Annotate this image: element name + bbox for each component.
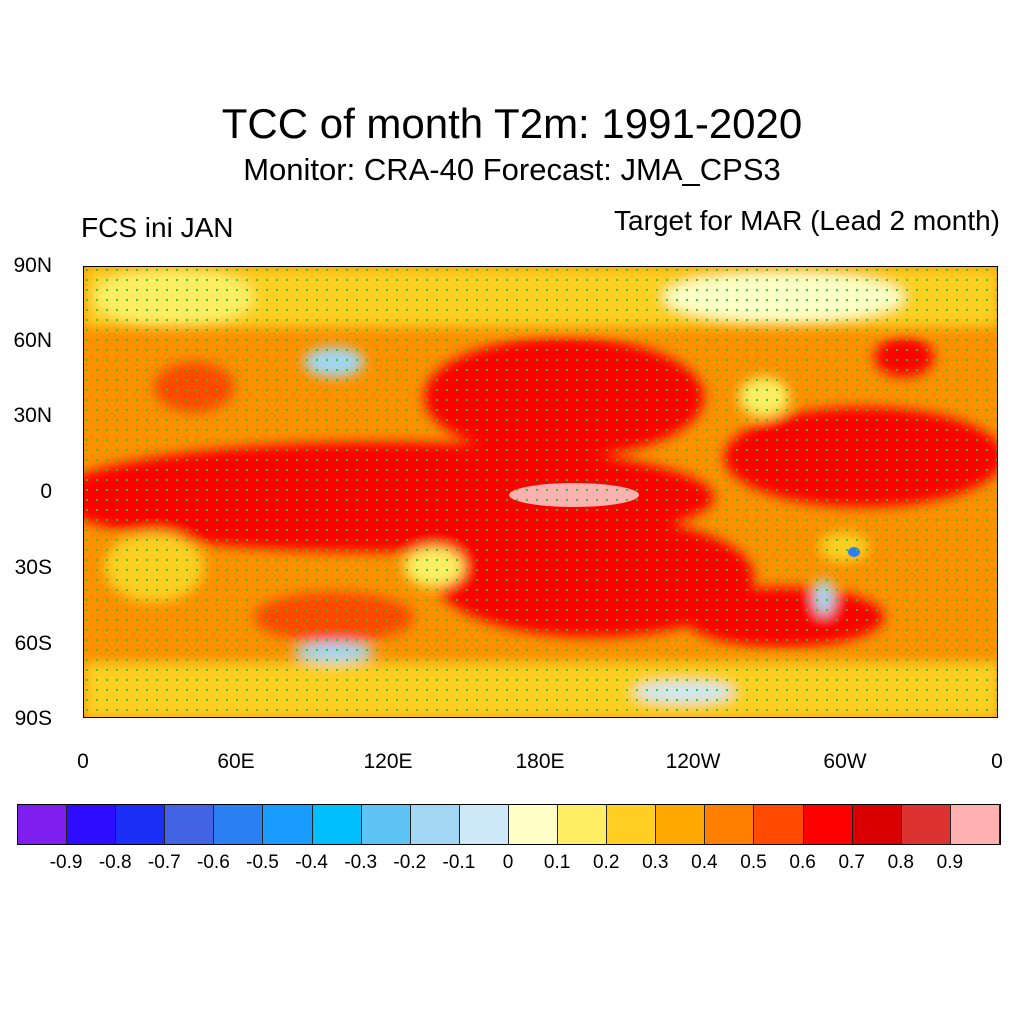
colorbar-label: -0.2 [393, 852, 427, 873]
lat-label: 90N [13, 254, 52, 277]
colorbar-box [950, 805, 1000, 844]
lon-label: 60E [217, 750, 255, 773]
colorbar-box [312, 805, 362, 844]
colorbar-box [459, 805, 509, 844]
colorbar-box [165, 805, 215, 844]
colorbar-box [263, 805, 313, 844]
colorbar [17, 804, 1001, 845]
colorbar-box [558, 805, 608, 844]
colorbar-box [656, 805, 706, 844]
lat-label: 90S [14, 707, 52, 730]
colorbar-box [607, 805, 657, 844]
colorbar-box [803, 805, 853, 844]
lat-label: 60N [13, 329, 52, 352]
colorbar-label: -0.4 [295, 852, 328, 873]
lat-label: 0 [40, 480, 52, 503]
colorbar-label: 0.8 [887, 852, 915, 873]
colorbar-label: 0.9 [936, 852, 964, 873]
colorbar-label: 0 [502, 852, 514, 873]
colorbar-box [901, 805, 951, 844]
colorbar-box [852, 805, 902, 844]
colorbar-label: 0.7 [838, 852, 865, 873]
lon-label: 180E [515, 750, 565, 773]
colorbar-label: -0.7 [147, 852, 181, 873]
map-field [84, 267, 997, 717]
lat-label: 30N [13, 404, 52, 427]
colorbar-label: 0.2 [592, 852, 620, 873]
colorbar-box [116, 805, 166, 844]
lon-label: 120E [363, 750, 413, 773]
colorbar-box [410, 805, 460, 844]
right-string: Target for MAR (Lead 2 month) [614, 205, 1000, 236]
colorbar-box [18, 805, 68, 844]
colorbar-label: 0.5 [740, 852, 767, 873]
plot-subtitle: Monitor: CRA-40 Forecast: JMA_CPS3 [243, 152, 781, 187]
left-string: FCS ini JAN [81, 212, 234, 243]
colorbar-box [705, 805, 755, 844]
lat-label: 60S [14, 632, 52, 655]
colorbar-label: -0.5 [246, 852, 279, 873]
colorbar-label: -0.9 [49, 852, 83, 873]
lon-label: 60W [823, 750, 867, 773]
colorbar-label: 0.1 [543, 852, 571, 873]
correlation-map [83, 266, 998, 718]
lon-label: 0 [77, 750, 89, 773]
lon-label: 0 [991, 750, 1003, 773]
colorbar-label: 0.3 [642, 852, 669, 873]
lon-label: 120W [665, 750, 721, 773]
lat-label: 30S [14, 556, 52, 579]
colorbar-label: -0.8 [98, 852, 132, 873]
colorbar-label: 0.6 [789, 852, 816, 873]
colorbar-box [508, 805, 559, 844]
colorbar-label: 0.4 [691, 852, 718, 873]
colorbar-box [754, 805, 804, 844]
colorbar-box [67, 805, 117, 844]
colorbar-label: -0.6 [197, 852, 230, 873]
colorbar-box [361, 805, 411, 844]
plot-title: TCC of month T2m: 1991-2020 [221, 100, 803, 147]
colorbar-label: -0.3 [344, 852, 378, 873]
colorbar-box [214, 805, 264, 844]
colorbar-label: -0.1 [442, 852, 476, 873]
